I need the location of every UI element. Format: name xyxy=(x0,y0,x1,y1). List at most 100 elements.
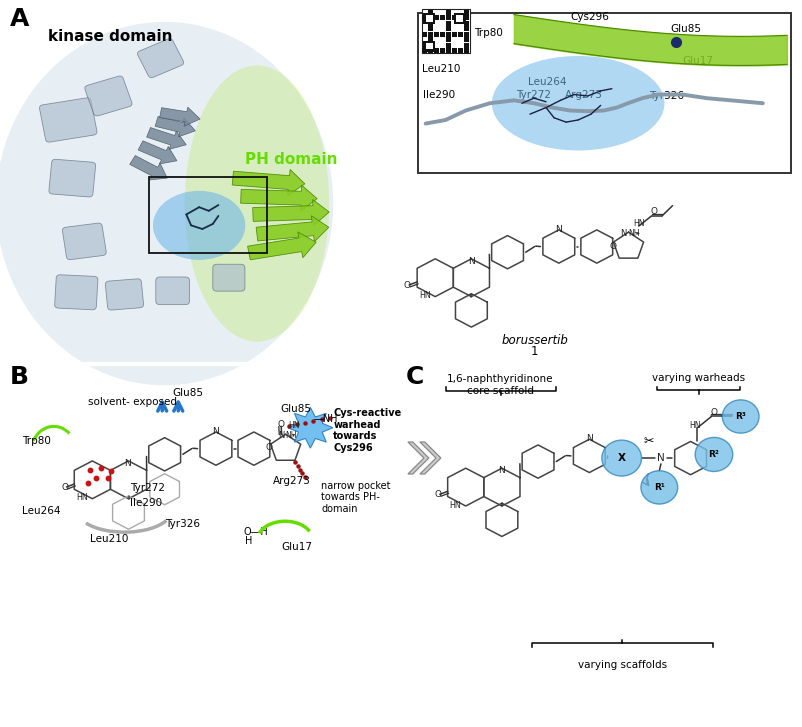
Bar xyxy=(445,26,451,31)
FancyBboxPatch shape xyxy=(39,97,97,142)
Text: N: N xyxy=(656,453,664,463)
Text: B: B xyxy=(10,365,29,389)
FancyBboxPatch shape xyxy=(156,277,189,305)
Bar xyxy=(453,13,465,24)
FancyArrow shape xyxy=(160,107,200,126)
Text: Glu17: Glu17 xyxy=(682,56,713,66)
Text: ✂: ✂ xyxy=(642,435,654,448)
FancyArrow shape xyxy=(256,216,329,242)
Text: HN: HN xyxy=(689,422,700,430)
FancyArrow shape xyxy=(247,232,316,260)
Bar xyxy=(148,177,267,253)
Bar xyxy=(464,43,468,48)
Text: Ile290: Ile290 xyxy=(423,89,455,100)
FancyArrow shape xyxy=(253,199,329,225)
FancyBboxPatch shape xyxy=(49,159,95,197)
Text: N: N xyxy=(585,435,592,443)
Text: N: N xyxy=(468,257,474,266)
Text: N: N xyxy=(497,466,504,475)
Text: narrow pocket
towards PH-
domain: narrow pocket towards PH- domain xyxy=(321,481,391,514)
Text: Cys-reactive
warhead
towards
Cys296: Cys-reactive warhead towards Cys296 xyxy=(333,408,401,453)
Bar xyxy=(433,15,439,20)
Text: Leu210: Leu210 xyxy=(90,534,128,545)
FancyArrow shape xyxy=(138,141,176,164)
Text: Arg273: Arg273 xyxy=(565,89,602,100)
Text: X: X xyxy=(617,453,625,463)
Text: Tyr326: Tyr326 xyxy=(648,91,683,101)
Text: O: O xyxy=(61,483,68,491)
Bar xyxy=(421,48,427,53)
Text: 1,6-naphthyridinone
core scaffold: 1,6-naphthyridinone core scaffold xyxy=(447,374,553,396)
Bar xyxy=(464,48,468,53)
Text: R²: R² xyxy=(707,450,719,459)
Text: Glu85: Glu85 xyxy=(670,24,701,34)
Text: C: C xyxy=(405,365,423,389)
Text: N: N xyxy=(124,459,131,468)
Bar xyxy=(456,15,463,22)
FancyBboxPatch shape xyxy=(85,76,132,116)
Bar xyxy=(445,21,451,25)
Circle shape xyxy=(722,400,758,433)
Bar xyxy=(464,10,468,15)
Text: R³: R³ xyxy=(735,412,745,421)
Text: O: O xyxy=(403,281,410,290)
Text: Glu17: Glu17 xyxy=(281,542,312,552)
Circle shape xyxy=(695,438,732,471)
Text: O: O xyxy=(710,408,716,417)
Text: HN: HN xyxy=(632,219,644,228)
Bar xyxy=(427,10,432,15)
FancyBboxPatch shape xyxy=(55,275,98,310)
Bar xyxy=(427,15,432,20)
Polygon shape xyxy=(419,442,440,474)
Bar xyxy=(423,41,435,52)
Text: N: N xyxy=(620,229,626,238)
Bar xyxy=(457,48,463,53)
Bar xyxy=(451,48,456,53)
Bar xyxy=(445,15,451,20)
Text: N: N xyxy=(555,225,561,234)
Bar xyxy=(425,43,432,49)
Text: O: O xyxy=(277,420,285,430)
Text: HN: HN xyxy=(287,421,299,430)
Bar xyxy=(457,32,463,36)
Text: Tyr272: Tyr272 xyxy=(130,483,165,493)
Bar xyxy=(464,21,468,25)
Bar xyxy=(464,26,468,31)
Bar xyxy=(433,48,439,53)
Bar xyxy=(451,32,456,36)
Ellipse shape xyxy=(184,65,329,342)
Bar xyxy=(425,15,432,22)
Bar xyxy=(451,15,456,20)
Text: Cys296: Cys296 xyxy=(569,12,608,23)
Text: varying scaffolds: varying scaffolds xyxy=(577,660,666,670)
Bar xyxy=(433,32,439,36)
FancyArrow shape xyxy=(147,127,186,149)
Text: 1: 1 xyxy=(530,345,538,358)
Bar xyxy=(464,37,468,42)
Bar xyxy=(445,48,451,53)
Bar xyxy=(417,13,790,173)
FancyBboxPatch shape xyxy=(105,279,144,310)
Bar xyxy=(439,48,444,53)
Bar xyxy=(439,15,444,20)
Bar xyxy=(427,37,432,42)
Bar xyxy=(421,9,469,53)
Text: NH: NH xyxy=(285,431,296,440)
Text: A: A xyxy=(10,7,29,31)
Text: Arg273: Arg273 xyxy=(273,476,310,486)
Text: Leu264: Leu264 xyxy=(22,506,61,516)
Bar xyxy=(421,32,427,36)
Bar xyxy=(464,15,468,20)
Text: —NH: —NH xyxy=(314,414,338,424)
Circle shape xyxy=(602,440,641,476)
Text: O—H: O—H xyxy=(243,527,268,537)
Text: solvent- exposed: solvent- exposed xyxy=(87,397,176,407)
Bar xyxy=(445,43,451,48)
Ellipse shape xyxy=(491,56,663,150)
Bar xyxy=(427,21,432,25)
Bar xyxy=(421,15,427,20)
Bar xyxy=(427,43,432,48)
Text: Leu264: Leu264 xyxy=(528,77,566,87)
Text: PH domain: PH domain xyxy=(245,153,337,167)
Text: O: O xyxy=(434,490,441,499)
